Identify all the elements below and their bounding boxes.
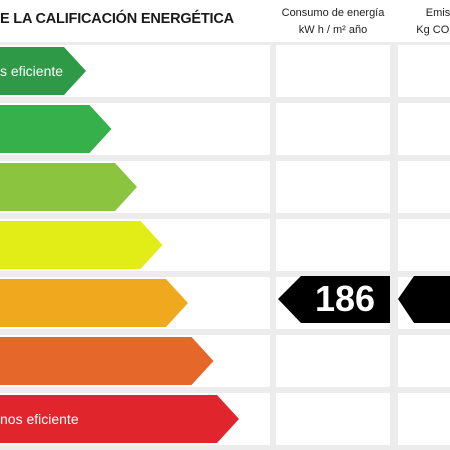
rating-bar-label: s eficiente xyxy=(0,63,64,79)
rating-bar-label: nos eficiente xyxy=(0,411,79,427)
consumption-cell xyxy=(276,103,390,155)
emissions-label: Emis xyxy=(425,7,450,19)
rating-row xyxy=(0,219,270,271)
rating-row xyxy=(0,277,270,329)
rating-row xyxy=(0,103,270,155)
emissions-unit: Kg CO₂ / xyxy=(416,24,450,36)
rating-row: s eficiente xyxy=(0,45,270,97)
consumption-cell xyxy=(276,393,390,445)
consumption-cell xyxy=(276,335,390,387)
emissions-cell xyxy=(398,219,450,271)
emissions-cell xyxy=(398,103,450,155)
rating-bar xyxy=(0,337,214,385)
consumption-column-header: Consumo de energía kW h / m² año xyxy=(276,5,390,39)
consumption-label: Consumo de energía xyxy=(281,7,385,19)
rating-row: nos eficiente xyxy=(0,393,270,445)
emissions-cell xyxy=(398,45,450,97)
rating-bar xyxy=(0,47,86,95)
rating-bar xyxy=(0,221,163,269)
header-title: E LA CALIFICACIÓN ENERGÉTICA xyxy=(0,11,234,27)
consumption-value: 186 xyxy=(314,278,376,319)
emissions-column-header: Emis Kg CO₂ / xyxy=(398,5,450,39)
emissions-cell xyxy=(398,161,450,213)
rating-bar xyxy=(0,279,188,327)
rating-bar xyxy=(0,163,137,211)
consumption-cell xyxy=(276,161,390,213)
emissions-cell xyxy=(398,393,450,445)
consumption-unit: kW h / m² año xyxy=(298,24,368,36)
rating-row xyxy=(0,335,270,387)
rating-row xyxy=(0,161,270,213)
consumption-cell xyxy=(276,45,390,97)
rating-bar xyxy=(0,105,112,153)
rating-bar xyxy=(0,395,239,443)
consumption-cell xyxy=(276,219,390,271)
emissions-cell xyxy=(398,335,450,387)
emissions-cell xyxy=(398,277,450,329)
